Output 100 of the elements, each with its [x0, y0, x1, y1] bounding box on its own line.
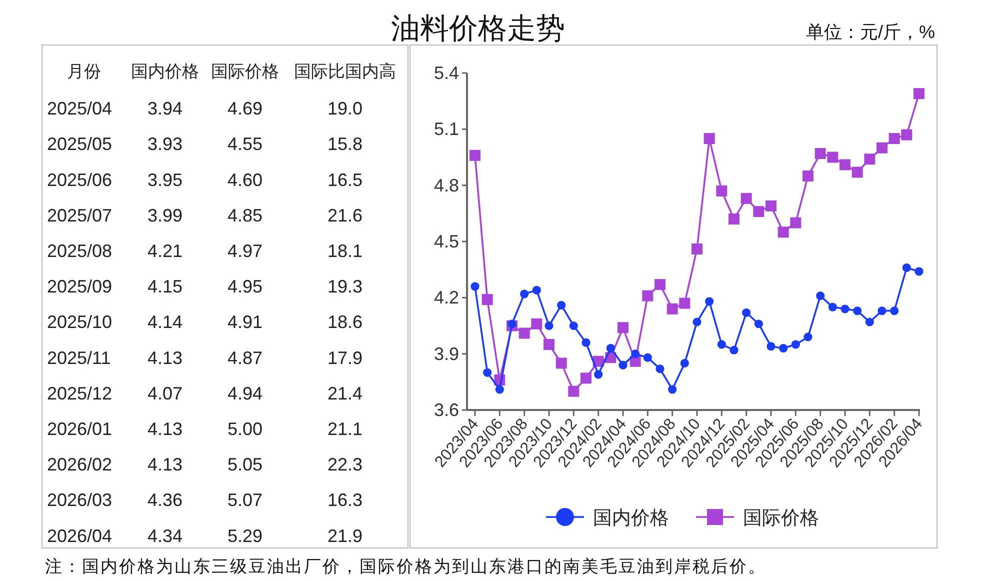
point [668, 385, 677, 394]
point [876, 142, 888, 154]
point [853, 306, 862, 316]
point [791, 340, 800, 349]
data-label: 4.87 [227, 348, 263, 368]
data-label: 4.85 [227, 205, 263, 226]
point [544, 321, 554, 330]
point [495, 385, 504, 394]
data-label: 4.91 [227, 312, 263, 332]
point [766, 342, 776, 351]
text: 国际比国内高 [294, 62, 396, 81]
y-tick-label: 3.9 [434, 344, 459, 364]
data-label: 4.13 [147, 454, 183, 475]
data-label: 21.9 [327, 526, 363, 546]
point [508, 320, 516, 328]
point [901, 129, 912, 140]
point [778, 226, 789, 238]
data-label: 4.15 [147, 276, 183, 297]
data-label: 21.6 [327, 205, 363, 226]
point [569, 321, 578, 330]
text: 国际价格 [211, 62, 279, 81]
point [754, 320, 763, 328]
point [840, 304, 850, 314]
legend-label: 国际价格 [743, 508, 819, 529]
point [557, 300, 566, 310]
point [568, 386, 580, 397]
point [742, 308, 751, 317]
category-label: 2026/04 [47, 526, 112, 546]
point [704, 133, 715, 144]
point [594, 370, 603, 379]
point [666, 303, 678, 314]
point [556, 358, 567, 369]
category-label: 2026/01 [47, 419, 112, 439]
data-label: 19.3 [327, 276, 363, 297]
y-tick-label: 5.4 [434, 63, 459, 83]
point [902, 263, 911, 272]
data-label: 4.14 [147, 312, 183, 332]
category-label: 2026/03 [47, 490, 112, 510]
point [618, 322, 628, 334]
point [717, 340, 726, 349]
point [828, 302, 837, 312]
category-label: 2025/04 [47, 98, 112, 119]
point [766, 200, 776, 212]
point [470, 282, 480, 291]
data-label: 4.07 [147, 383, 183, 404]
point [642, 290, 654, 302]
point [482, 294, 493, 306]
chart-title: 油料价格走势 [391, 13, 565, 45]
data-label: 4.60 [227, 170, 263, 190]
y-tick-label: 4.5 [434, 232, 459, 252]
point [580, 372, 592, 384]
point [914, 88, 924, 100]
point [518, 328, 530, 339]
data-label: 22.3 [327, 454, 363, 475]
point [531, 318, 542, 330]
data-label: 21.4 [327, 383, 363, 404]
point [483, 368, 492, 377]
data-label: 3.94 [147, 98, 183, 119]
point [852, 166, 863, 178]
data-label: 17.9 [327, 348, 363, 368]
data-label: 5.07 [227, 490, 263, 510]
data-label: 15.8 [327, 134, 363, 154]
data-label: 19.0 [327, 98, 363, 119]
point [679, 298, 690, 309]
point [816, 291, 825, 300]
data-label: 16.5 [327, 170, 363, 190]
point [888, 133, 900, 144]
data-label: 3.95 [147, 170, 183, 190]
point [728, 214, 740, 225]
point [878, 306, 886, 316]
data-label: 4.97 [227, 241, 263, 261]
point [802, 170, 814, 182]
data-label: 5.29 [227, 526, 263, 546]
point [680, 358, 689, 368]
category-label: 2025/10 [47, 312, 112, 332]
point [520, 290, 529, 298]
point [804, 332, 812, 342]
data-label: 4.13 [147, 348, 183, 368]
point [827, 152, 838, 163]
point [470, 150, 480, 161]
y-tick-label: 4.2 [434, 288, 459, 308]
data-label: 5.05 [227, 454, 263, 475]
text: 注：国内价格为山东三级豆油出厂价，国际价格为到山东港口的南美毛豆油到岸税后价。 [45, 557, 766, 576]
point [631, 350, 640, 358]
data-label: 4.36 [147, 490, 183, 510]
data-label: 4.69 [227, 98, 263, 119]
category-label: 2025/11 [47, 348, 111, 368]
point [914, 267, 924, 276]
point [692, 243, 702, 254]
point [643, 353, 652, 362]
y-tick-label: 4.8 [434, 175, 459, 196]
point [582, 338, 590, 347]
point [654, 279, 666, 290]
point [779, 344, 788, 353]
data-label: 4.13 [147, 419, 183, 439]
data-label: 4.95 [227, 276, 263, 297]
y-tick-label: 3.6 [434, 400, 459, 420]
point [865, 318, 874, 326]
data-label: 18.6 [327, 312, 363, 332]
legend-label: 国内价格 [593, 508, 669, 529]
